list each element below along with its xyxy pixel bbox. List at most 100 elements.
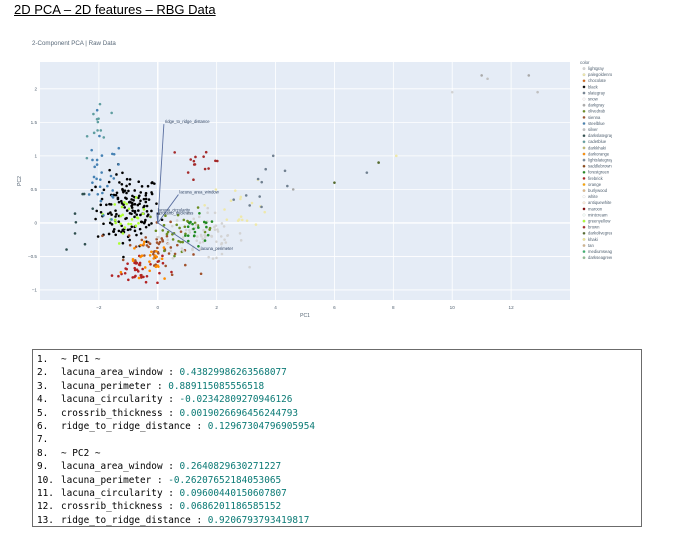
scatter-point — [229, 199, 233, 203]
scatter-point — [182, 249, 185, 253]
legend-entry: darkslategray — [588, 133, 612, 138]
legend-marker — [582, 91, 586, 95]
loading-value: -0.02342809270946126 — [179, 394, 293, 406]
scatter-point — [158, 271, 161, 275]
scatter-point — [121, 171, 124, 175]
feature-label: lacuna_perimeter : — [61, 380, 169, 392]
scatter-point — [121, 187, 124, 191]
feature-label: lacuna_circularity : — [61, 394, 180, 406]
scatter-point — [145, 209, 149, 213]
scatter-point — [201, 240, 205, 244]
loading-label: lacuna_circularity — [158, 208, 191, 213]
scatter-point — [128, 178, 132, 181]
scatter-point — [139, 220, 143, 224]
scatter-point — [480, 74, 483, 77]
scatter-point — [220, 242, 223, 246]
scatter-point — [164, 214, 167, 217]
scatter-point — [130, 218, 134, 221]
scatter-point — [119, 222, 122, 226]
scatter-point — [144, 197, 148, 201]
legend-entry: khaki — [588, 237, 598, 242]
scatter-point — [166, 238, 170, 242]
scatter-point — [149, 262, 152, 266]
x-axis-label: PC1 — [300, 313, 310, 319]
line-number: 10. — [37, 474, 54, 486]
line-number: 3. — [37, 380, 49, 392]
scatter-point — [145, 274, 149, 278]
scatter-point — [140, 275, 143, 279]
scatter-point — [220, 252, 224, 256]
legend-marker — [582, 183, 586, 186]
scatter-point — [394, 154, 398, 158]
scatter-point — [160, 218, 164, 222]
scatter-point — [536, 90, 539, 94]
scatter-point — [144, 200, 148, 204]
scatter-point — [125, 177, 129, 181]
scatter-point — [144, 280, 148, 284]
feature-label: ~ PC1 ~ — [61, 354, 101, 365]
chart-title: 2-Component PCA | Raw Data — [32, 40, 116, 47]
scatter-point — [127, 222, 130, 226]
scatter-point — [144, 236, 148, 239]
scatter-point — [222, 225, 226, 228]
scatter-point — [115, 173, 118, 176]
scatter-point — [163, 249, 166, 253]
scatter-point — [207, 167, 210, 170]
scatter-point — [107, 232, 111, 236]
scatter-point — [107, 180, 111, 184]
scatter-point — [119, 270, 123, 274]
scatter-point — [161, 261, 165, 265]
scatter-point — [94, 185, 97, 189]
scatter-point — [134, 196, 138, 199]
legend-entry: slategray — [588, 90, 606, 95]
scatter-point — [136, 203, 140, 207]
scatter-point — [239, 195, 243, 199]
scatter-point — [186, 239, 190, 243]
scatter-point — [156, 246, 159, 250]
legend-entry: cadetblue — [588, 139, 607, 144]
scatter-point — [137, 209, 140, 212]
scatter-point — [95, 108, 99, 112]
scatter-point — [114, 233, 118, 237]
scatter-point — [125, 216, 128, 220]
scatter-point — [128, 182, 131, 186]
scatter-point — [143, 204, 146, 208]
scatter-point — [125, 184, 128, 188]
scatter-point — [125, 197, 128, 200]
scatter-point — [96, 235, 100, 238]
scatter-point — [102, 214, 105, 217]
scatter-point — [182, 218, 186, 222]
line-number: 1. — [37, 354, 49, 365]
legend-entry: palegoldenrod — [588, 72, 612, 77]
scatter-point — [90, 148, 93, 152]
loading-value: 0.0686201186585152 — [179, 501, 282, 513]
scatter-point — [119, 199, 123, 203]
scatter-point — [223, 208, 226, 211]
scatter-point — [220, 222, 224, 225]
feature-label: lacuna_perimeter : — [61, 474, 169, 486]
scatter-point — [156, 260, 160, 263]
page-title: 2D PCA – 2D features – RBG Data — [14, 2, 216, 17]
scatter-point — [133, 246, 136, 250]
scatter-point — [214, 188, 218, 191]
legend-entry: white — [588, 194, 598, 199]
scatter-point — [167, 242, 170, 245]
scatter-point — [215, 256, 218, 260]
loading-vector — [157, 222, 200, 252]
legend-entry: saddlebrown — [588, 164, 612, 169]
scatter-point — [232, 198, 235, 201]
code-line: 6. ridge_to_ridge_distance : 0.1296730479… — [37, 420, 641, 433]
scatter-point — [207, 255, 210, 259]
scatter-point — [199, 233, 203, 237]
scatter-point — [527, 74, 531, 77]
scatter-point — [214, 224, 218, 227]
legend-marker — [582, 152, 586, 156]
scatter-point — [203, 239, 207, 242]
scatter-point — [142, 240, 146, 244]
scatter-point — [195, 239, 199, 242]
scatter-point — [150, 222, 153, 225]
scatter-point — [125, 191, 128, 195]
scatter-point — [148, 260, 151, 263]
scatter-point — [95, 209, 99, 213]
scatter-point — [224, 241, 228, 244]
